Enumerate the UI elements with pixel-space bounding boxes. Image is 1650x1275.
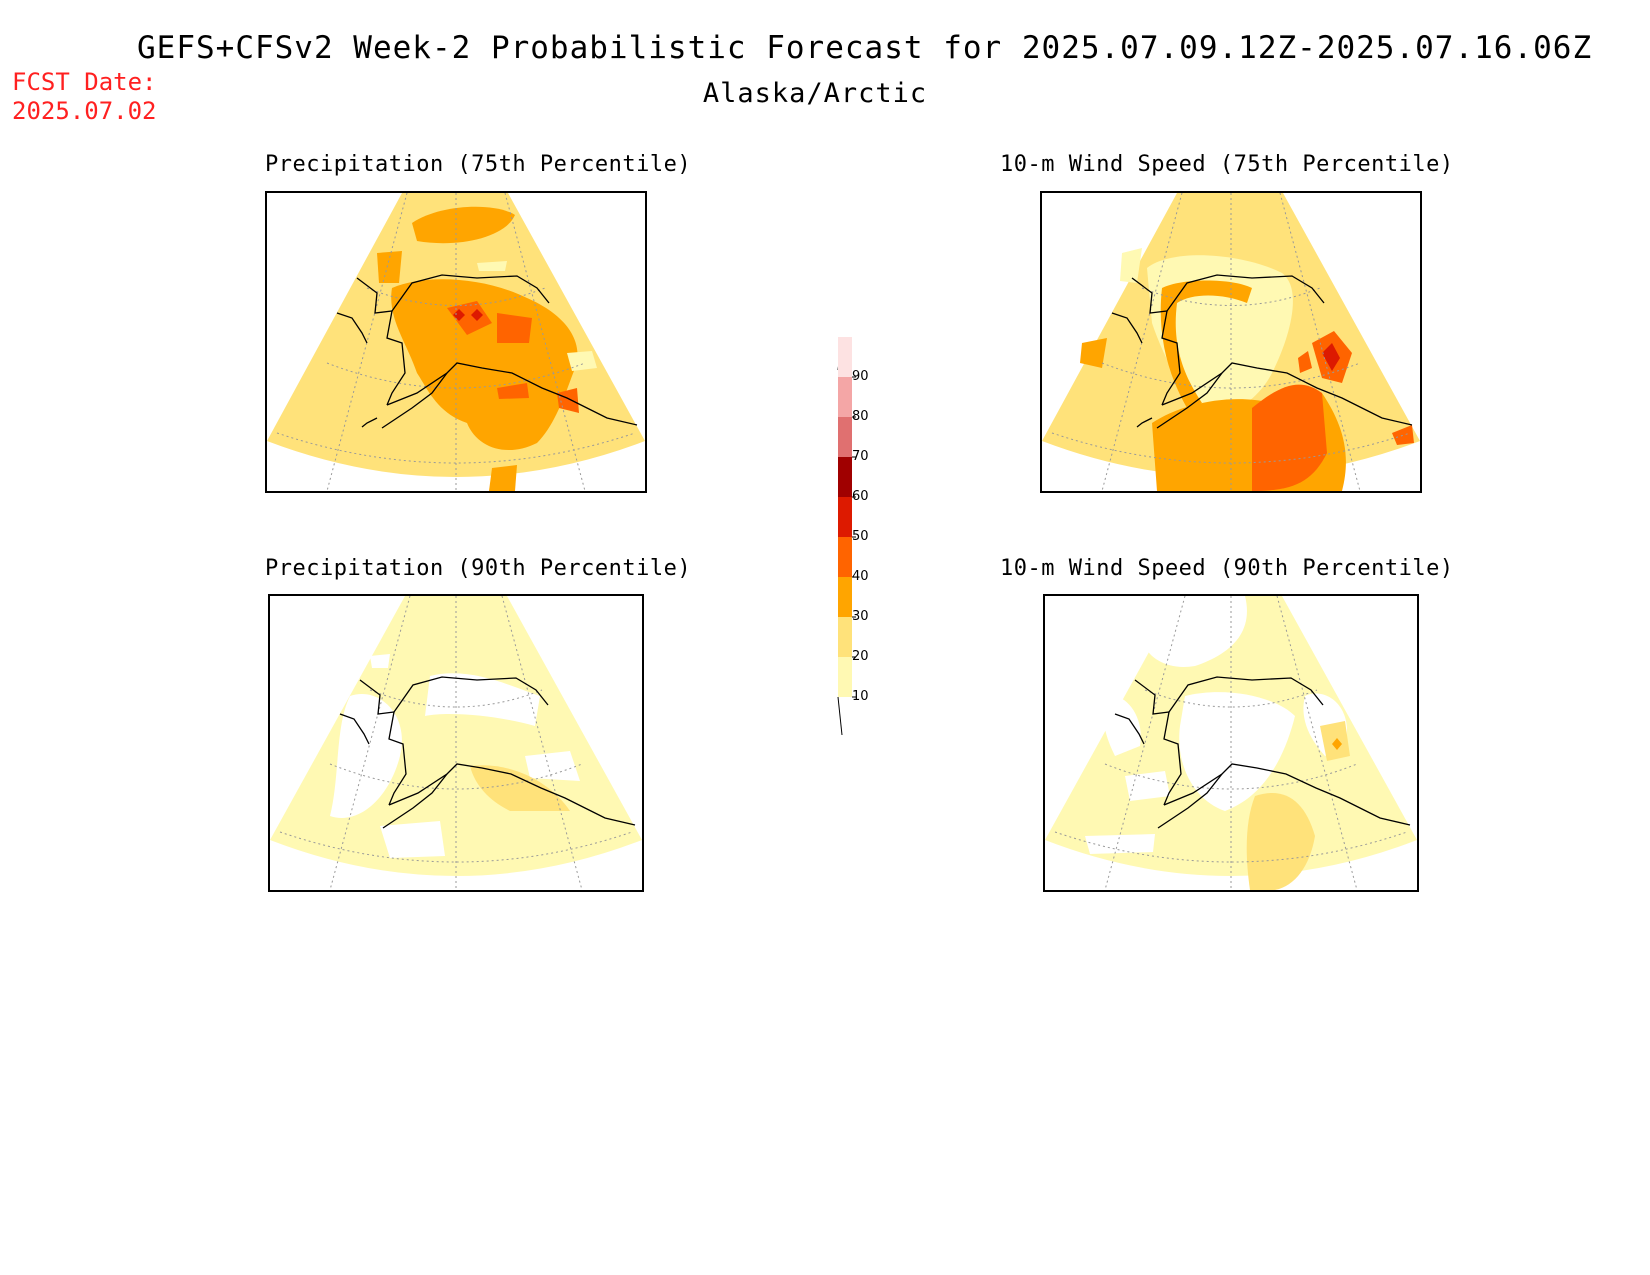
- colorbar-swatch: [838, 657, 852, 697]
- map-wind-75: [1040, 191, 1422, 493]
- forecast-date-value: 2025.07.02: [12, 97, 157, 125]
- colorbar: [820, 335, 860, 749]
- colorbar-swatch: [838, 377, 852, 417]
- colorbar-label: 50: [852, 529, 869, 544]
- panel-title-wind-90: 10-m Wind Speed (90th Percentile): [1000, 556, 1454, 581]
- colorbar-label: 70: [852, 449, 869, 464]
- colorbar-swatch: [838, 577, 852, 617]
- colorbar-label: 20: [852, 649, 869, 664]
- colorbar-label: 10: [852, 689, 869, 704]
- colorbar-swatch: [838, 617, 852, 657]
- colorbar-swatch: [838, 417, 852, 457]
- colorbar-label: 80: [852, 409, 869, 424]
- panel-title-precip-90: Precipitation (90th Percentile): [265, 556, 692, 581]
- colorbar-label: 90: [852, 369, 869, 384]
- map-precip-90: [268, 594, 644, 892]
- forecast-date-block: FCST Date: 2025.07.02: [12, 68, 157, 126]
- region-subtitle: Alaska/Arctic: [702, 78, 928, 109]
- colorbar-swatch: [838, 497, 852, 537]
- map-wind-90: [1043, 594, 1419, 892]
- main-title: GEFS+CFSv2 Week-2 Probabilistic Forecast…: [137, 30, 1593, 66]
- colorbar-label: 30: [852, 609, 869, 624]
- colorbar-swatch: [838, 537, 852, 577]
- colorbar-label: 40: [852, 569, 869, 584]
- panel-title-precip-75: Precipitation (75th Percentile): [265, 152, 692, 177]
- panel-title-wind-75: 10-m Wind Speed (75th Percentile): [1000, 152, 1454, 177]
- colorbar-swatch: [838, 457, 852, 497]
- colorbar-swatch: [838, 337, 852, 377]
- forecast-date-label: FCST Date:: [12, 68, 157, 96]
- colorbar-label: 60: [852, 489, 869, 504]
- map-precip-75: [265, 191, 647, 493]
- colorbar-svg: [837, 337, 856, 736]
